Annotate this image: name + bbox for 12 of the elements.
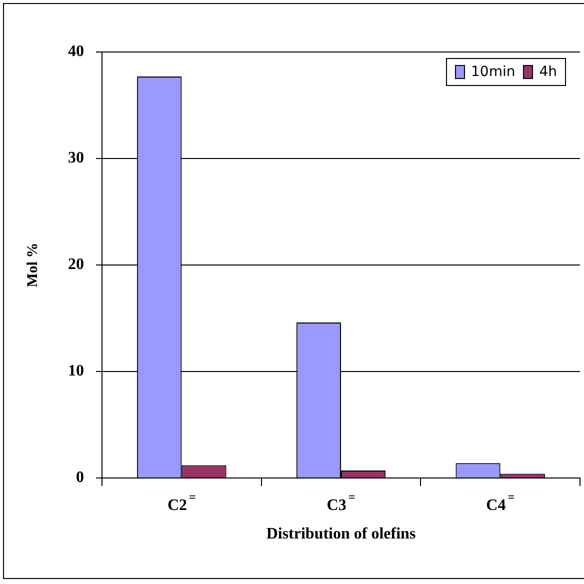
x-axis-title: Distribution of olefins (266, 526, 416, 543)
y-tick-label: 0 (76, 469, 84, 486)
x-tick-label: C4= (486, 490, 515, 514)
legend-label: 10min (471, 64, 516, 80)
y-tick-label: 10 (68, 362, 84, 380)
legend-label: 4h (539, 64, 557, 80)
x-tick-label: C3= (326, 490, 356, 514)
y-tick-label: 30 (68, 150, 84, 167)
y-axis-title: Mol % (24, 242, 41, 288)
y-tick-label: 20 (68, 256, 84, 274)
x-tick-label: C2= (167, 490, 196, 514)
y-tick-label: 40 (68, 43, 84, 60)
